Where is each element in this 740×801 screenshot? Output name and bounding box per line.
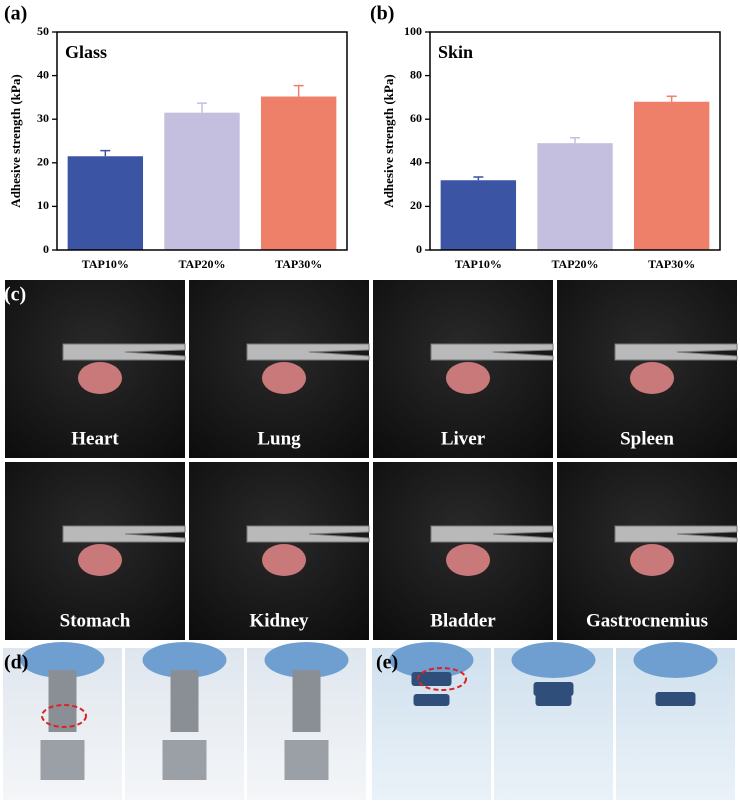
glove: [264, 642, 349, 678]
hydrogel: [535, 694, 572, 706]
glove: [20, 642, 105, 678]
y-tick-label: 40: [37, 67, 49, 81]
y-tick-label: 60: [410, 111, 422, 125]
panel-label: (a): [4, 3, 27, 25]
metal-block: [40, 740, 85, 780]
y-tick-label: 0: [416, 242, 422, 256]
glove: [142, 642, 227, 678]
y-tick-label: 0: [43, 242, 49, 256]
panel-label: (e): [376, 652, 398, 674]
tweezers: [246, 525, 370, 543]
tissue: [262, 362, 306, 394]
metal-rod: [292, 670, 321, 732]
y-tick-label: 10: [37, 198, 49, 212]
y-axis-label: Adhesive strength (kPa): [381, 74, 396, 207]
x-tick-label: TAP20%: [551, 257, 598, 271]
y-tick-label: 50: [37, 24, 49, 38]
plot-frame: [429, 31, 721, 251]
x-tick-label: TAP30%: [275, 257, 322, 271]
glove: [389, 642, 474, 678]
bar: [164, 112, 240, 250]
x-tick-label: TAP20%: [178, 257, 225, 271]
panel-label: (c): [4, 284, 26, 306]
photo-label: Bladder: [430, 610, 496, 631]
y-tick-label: 30: [37, 111, 49, 125]
photo-label: Lung: [257, 428, 301, 449]
tissue: [78, 362, 122, 394]
error-bar: [100, 149, 111, 157]
hydrogel: [657, 694, 694, 706]
y-tick-label: 40: [410, 155, 422, 169]
chart-title: Skin: [438, 42, 473, 62]
tweezers: [62, 525, 186, 543]
bar: [537, 143, 613, 250]
x-tick-label: TAP10%: [455, 257, 502, 271]
bar: [440, 180, 517, 250]
error-bar: [197, 102, 207, 113]
x-tick-label: TAP30%: [648, 257, 695, 271]
tissue: [630, 544, 674, 576]
panel-label: (d): [4, 652, 28, 674]
metal-block: [284, 740, 329, 780]
tissue: [630, 362, 674, 394]
error-bar: [666, 95, 677, 102]
photo-label: Gastrocnemius: [586, 610, 708, 631]
tweezers: [430, 525, 554, 543]
y-tick-label: 20: [37, 155, 49, 169]
metal-rod: [48, 670, 77, 732]
tweezers: [430, 343, 554, 361]
photo-label: Spleen: [620, 428, 674, 449]
glove: [633, 642, 718, 678]
tweezers: [614, 343, 738, 361]
tweezers: [62, 343, 186, 361]
hydrogel: [413, 694, 450, 706]
tweezers: [614, 525, 738, 543]
tissue: [262, 544, 306, 576]
tissue: [446, 544, 490, 576]
tissue: [446, 362, 490, 394]
metal-rod: [170, 670, 199, 732]
plot-frame: [56, 31, 348, 251]
photo-label: Stomach: [60, 610, 131, 631]
error-bar: [293, 84, 304, 97]
panel-label: (b): [370, 3, 394, 25]
error-bar: [473, 176, 484, 181]
hydrogel: [411, 672, 452, 686]
highlight-circle: [41, 704, 87, 728]
x-tick-label: TAP10%: [82, 257, 129, 271]
y-tick-label: 80: [410, 67, 422, 81]
bar: [633, 101, 710, 250]
highlight-circle: [417, 667, 467, 691]
tissue: [78, 544, 122, 576]
chart-title: Glass: [65, 42, 107, 62]
y-tick-label: 20: [410, 198, 422, 212]
hydrogel: [533, 682, 574, 696]
bar: [67, 156, 144, 250]
metal-block: [162, 740, 207, 780]
photo-label: Heart: [71, 428, 119, 449]
bar: [260, 96, 337, 250]
glove: [511, 642, 596, 678]
error-bar: [570, 136, 580, 144]
tweezers: [246, 343, 370, 361]
photo-label: Kidney: [249, 610, 309, 631]
photo-label: Liver: [441, 428, 486, 449]
y-axis-label: Adhesive strength (kPa): [8, 74, 23, 207]
y-tick-label: 100: [404, 24, 422, 38]
